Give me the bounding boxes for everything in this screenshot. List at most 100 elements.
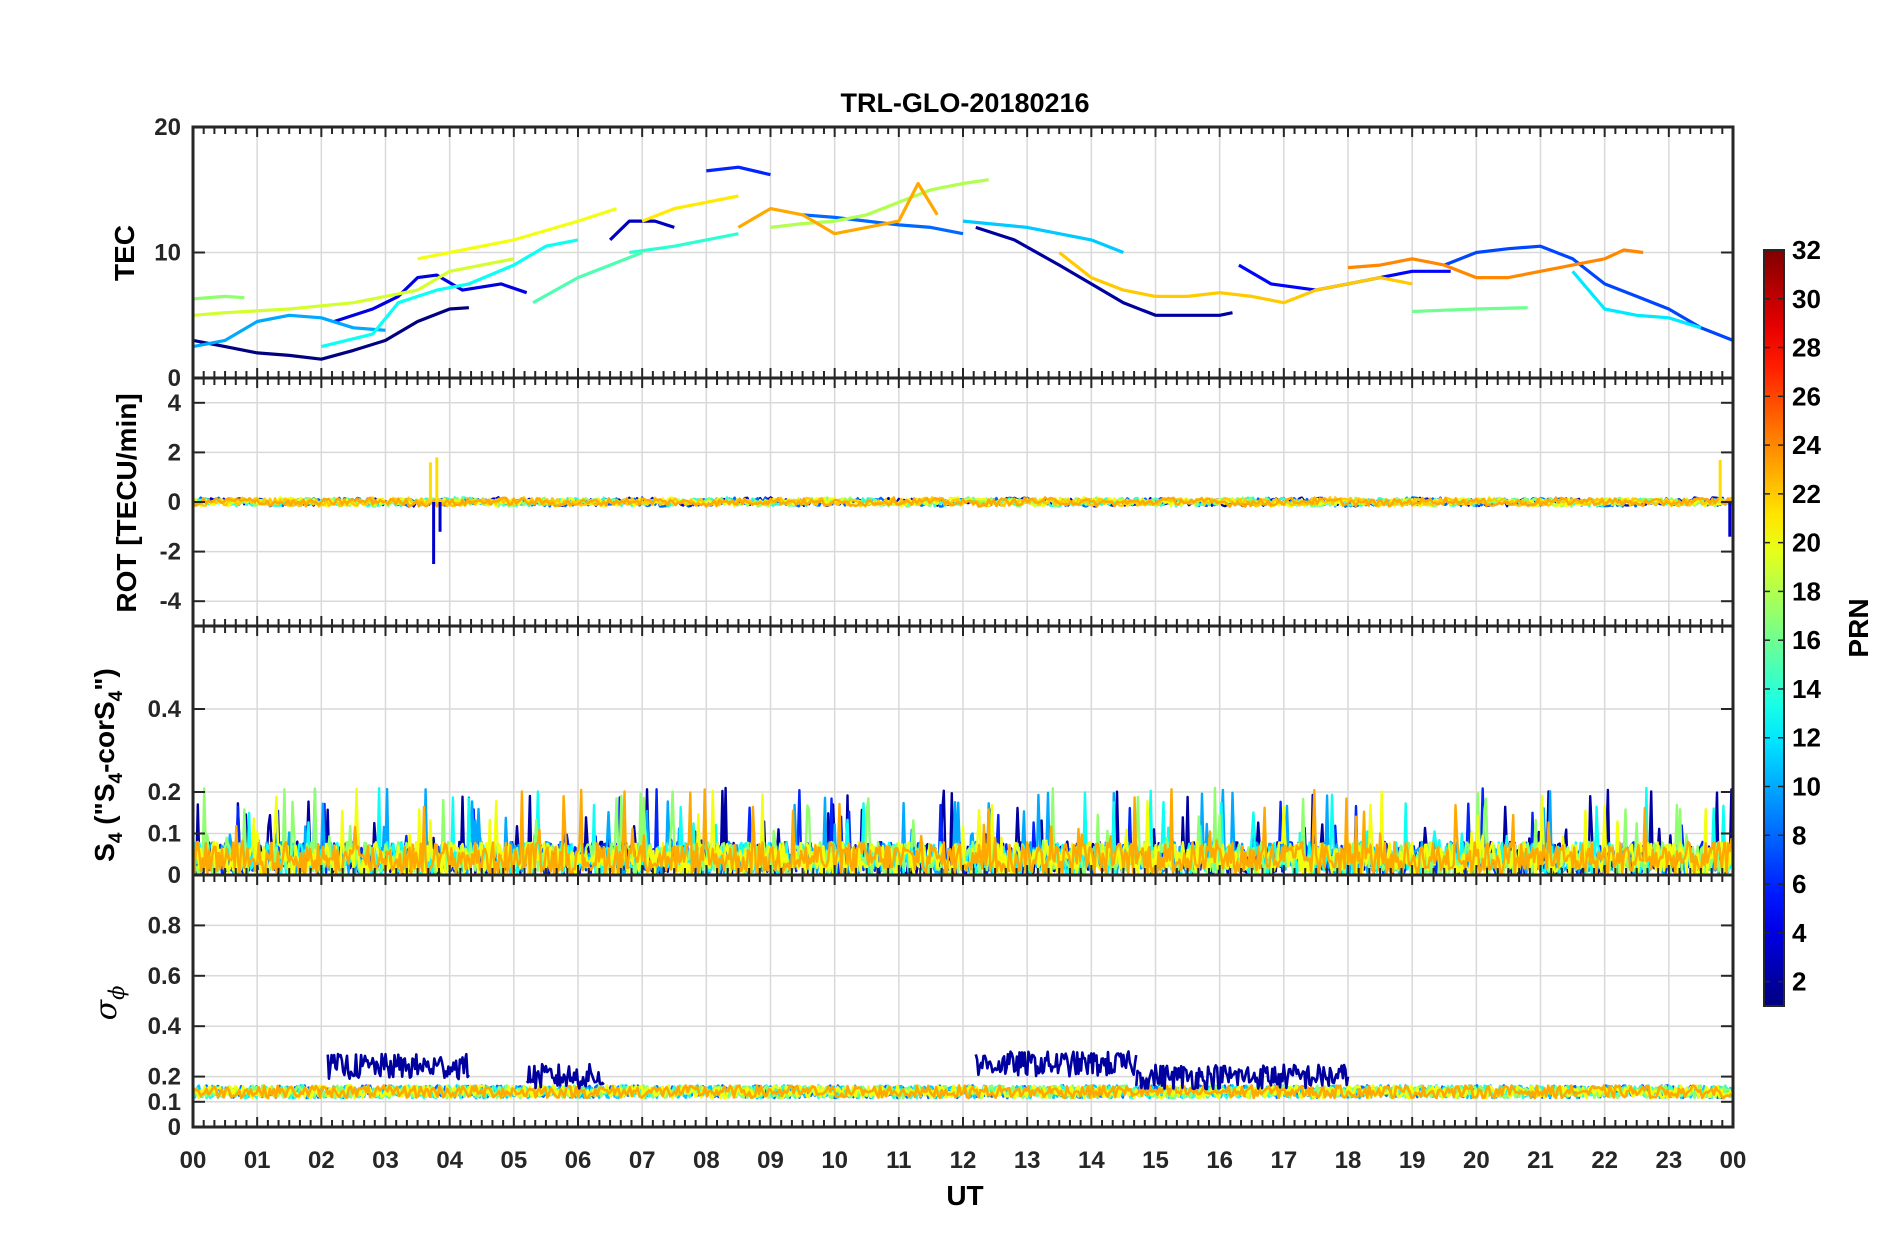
y-tick-label: 0 (168, 1114, 181, 1141)
colorbar-tick-label: 18 (1792, 576, 1821, 606)
chart-title: TRL-GLO-20180216 (840, 88, 1089, 118)
x-tick-label: 23 (1655, 1147, 1682, 1174)
y-tick-label: 0.2 (148, 1064, 181, 1091)
x-tick-label: 01 (244, 1147, 271, 1174)
colorbar-tick-label: 22 (1792, 479, 1821, 509)
tec-y-label: TEC (109, 225, 140, 281)
sigma-elevated-prn-2 (525, 1062, 605, 1090)
x-tick-label: 22 (1591, 1147, 1618, 1174)
y-tick-label: 0 (168, 489, 181, 516)
y-tick-label: 0.2 (148, 779, 181, 806)
x-tick-label: 00 (180, 1147, 207, 1174)
y-tick-label: 0.6 (148, 963, 181, 990)
s4-y-label: S4 ("S4-corS4") (89, 668, 127, 862)
tec-series-prn-21 (641, 194, 739, 223)
tec-series-prn-6 (706, 165, 771, 177)
sigma-elevated-prn-2 (326, 1052, 470, 1081)
tec-series-prn-3 (608, 219, 675, 242)
tec-series-prn-22 (1058, 251, 1413, 305)
s4-panel: 0 0.1 0.2 0.4 (148, 624, 1735, 889)
colorbar-tick-label: 10 (1792, 772, 1821, 802)
rot-y-label: ROT [TECU/min] (111, 393, 142, 612)
x-tick-label: 15 (1142, 1147, 1169, 1174)
tec-series-prn-2 (975, 225, 1233, 317)
grid-lines (193, 626, 1733, 875)
y-tick-label: -2 (160, 539, 181, 566)
y-tick-label: 20 (154, 114, 181, 141)
tec-panel: 0 10 20 (154, 114, 1735, 392)
colorbar-tick-label: 2 (1792, 967, 1806, 997)
colorbar-label: PRN (1843, 598, 1874, 657)
tec-series-prn-23 (737, 181, 939, 236)
x-tick-label: 20 (1463, 1147, 1490, 1174)
y-tick-label: -4 (160, 588, 182, 615)
x-ticks (192, 378, 1734, 626)
tec-series-prn-13 (320, 238, 579, 349)
x-tick-label: 07 (629, 1147, 656, 1174)
colorbar-tick-label: 32 (1792, 235, 1821, 265)
x-tick-label: 05 (500, 1147, 527, 1174)
y-tick-label: 10 (154, 240, 181, 267)
tec-series-prn-12 (1571, 270, 1702, 330)
sigma-phi-y-label: σϕ (89, 986, 129, 1021)
y-tick-label: 0.4 (148, 1013, 182, 1040)
tec-series-prn-4 (333, 273, 528, 324)
colorbar-tick-label: 24 (1792, 430, 1821, 460)
data-series (193, 165, 1733, 361)
x-tick-label: 12 (950, 1147, 977, 1174)
y-tick-label: 0.1 (148, 1089, 181, 1116)
tec-series-prn-19 (193, 257, 515, 317)
x-axis-label: UT (946, 1180, 983, 1211)
rot-panel: -4 -2 0 2 4 (160, 376, 1735, 628)
tec-series-prn-1 (193, 306, 470, 361)
y-tick-label: 4 (168, 390, 182, 417)
colorbar-tick-label: 28 (1792, 333, 1821, 363)
colorbar-tick-label: 12 (1792, 723, 1821, 753)
x-tick-label: 02 (308, 1147, 335, 1174)
y-tick-label: 0.1 (148, 821, 181, 848)
y-tick-label: 0.8 (148, 912, 181, 939)
x-tick-label: 19 (1399, 1147, 1426, 1174)
colorbar-gradient (1763, 249, 1785, 1007)
tec-series-prn-11 (962, 219, 1124, 254)
sigma-elevated-prn-2 (1135, 1063, 1350, 1091)
x-tick-label: 17 (1270, 1147, 1297, 1174)
data-series (193, 457, 1733, 564)
y-tick-label: 2 (168, 439, 181, 466)
x-tick-label: 08 (693, 1147, 720, 1174)
sigma-elevated-prn-2 (974, 1050, 1138, 1078)
x-tick-label: 11 (886, 1147, 911, 1174)
tec-series-prn-16 (1412, 306, 1528, 314)
sigma-series-prn-23 (193, 1084, 1733, 1100)
y-tick-label: 0 (168, 365, 181, 392)
x-tick-label: 21 (1527, 1147, 1554, 1174)
y-tick-label: 0.4 (148, 696, 182, 723)
colorbar-tick-label: 14 (1792, 674, 1821, 704)
tec-series-prn-7 (1443, 244, 1733, 342)
tec-series-prn-18 (770, 178, 989, 229)
colorbar-tick-label: 8 (1792, 820, 1806, 850)
x-tick-label: 13 (1014, 1147, 1041, 1174)
x-tick-label: 18 (1335, 1147, 1362, 1174)
colorbar-tick-label: 4 (1792, 918, 1807, 948)
tec-series-prn-20 (417, 207, 617, 261)
y-tick-label: 0 (168, 862, 181, 889)
x-axis-tick-labels: 00 01 02 03 04 05 06 07 08 09 10 11 12 13 14 15 16 17 18 19… (180, 1147, 1747, 1174)
x-tick-label: 09 (757, 1147, 784, 1174)
x-ticks (192, 127, 1734, 378)
x-tick-label: 10 (821, 1147, 848, 1174)
x-tick-label: 00 (1720, 1147, 1747, 1174)
data-series (193, 1050, 1733, 1100)
tec-series-prn-14 (629, 232, 739, 255)
colorbar-tick-label: 6 (1792, 869, 1806, 899)
colorbar-tick-label: 16 (1792, 625, 1821, 655)
x-ticks (192, 875, 1734, 1127)
tec-series-prn-10 (193, 313, 386, 349)
sigma-phi-panel: 00.10.2 0.4 0.6 0.8 (148, 873, 1735, 1141)
tec-series-prn-24 (1347, 248, 1644, 280)
tec-series-prn-17 (193, 294, 245, 301)
colorbar-tick-label: 30 (1792, 284, 1821, 314)
